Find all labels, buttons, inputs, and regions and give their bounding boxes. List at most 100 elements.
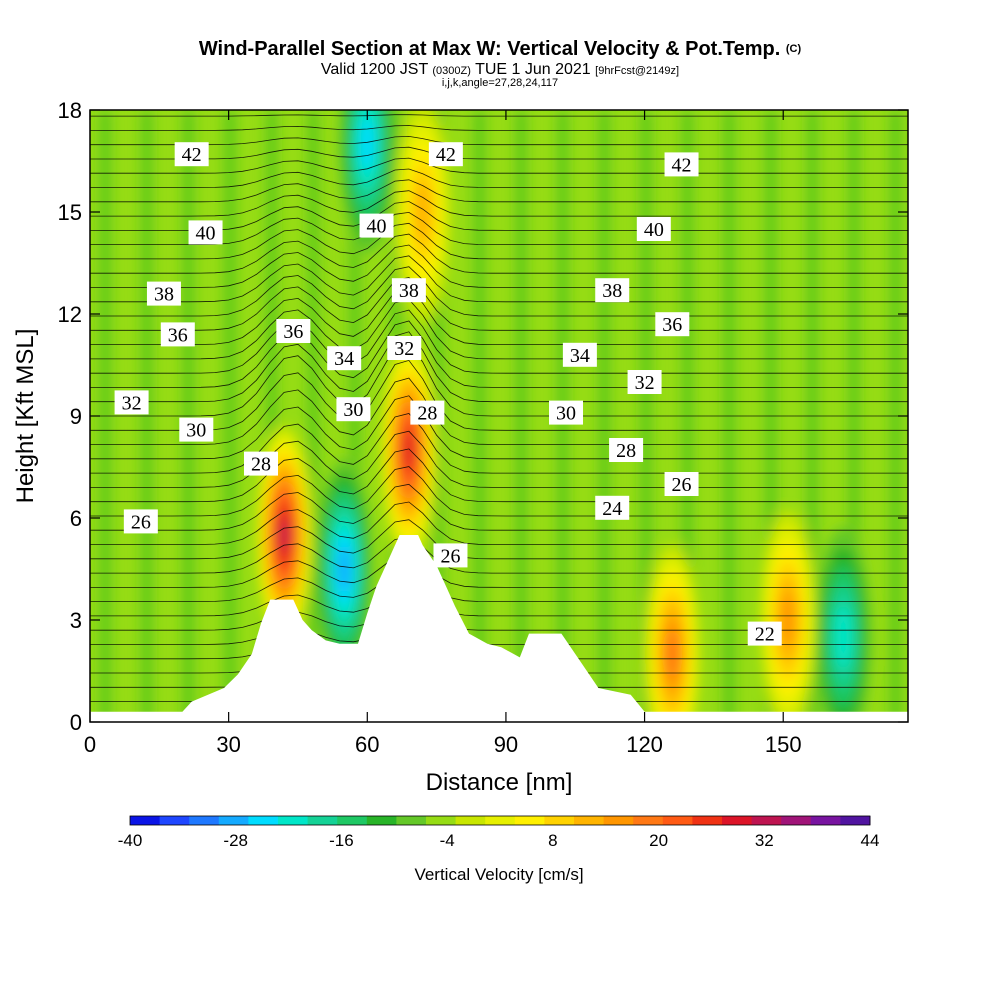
isentrope-label: 40 [188,220,223,245]
isentrope-label-box [664,152,699,177]
isentrope-line [90,146,908,160]
isentrope-label: 36 [160,322,195,347]
isentrope-line [90,222,908,260]
y-tick-label: 3 [70,608,82,633]
colorbar-swatch [751,816,782,825]
x-tick-label: 60 [355,732,379,757]
isentrope-label-box [174,142,209,167]
isentrope-label: 36 [276,319,311,343]
isentrope-label-text: 36 [283,321,303,343]
isentrope-label: 26 [123,509,158,534]
field-feature [666,630,679,678]
isentrope-label: 38 [146,281,181,306]
colorbar-swatch [692,816,723,825]
isentrope-label: 26 [433,543,468,568]
isentrope-line [90,190,908,217]
isentrope-label-text: 40 [367,216,387,238]
isentrope-line [90,168,908,188]
isentrope-line [90,244,908,288]
isentrope-label-text: 30 [556,403,576,425]
isentrope-label: 42 [174,142,209,167]
y-tick-label: 18 [58,98,82,123]
isentrope-line [90,255,908,303]
isentrope-label-text: 22 [755,624,775,646]
isentrope-line [90,572,908,602]
isentrope-label-text: 42 [182,144,202,166]
isentrope-label-text: 36 [168,324,188,346]
chart-subtitle: Valid 1200 JST (0300Z) TUE 1 Jun 2021 [9… [0,61,1000,80]
colorbar-swatch [278,816,309,825]
y-tick-label: 0 [70,710,82,735]
colorbar-swatch [840,816,871,825]
colorbar: -40 -28 -16 -4 8 20 32 44 [118,815,880,850]
isentrope-label-box [747,621,782,646]
colorbar-swatch [159,816,190,825]
isentrope-label-box [595,278,630,303]
isentrope-label-text: 34 [570,345,590,367]
colorbar-swatch [130,816,161,825]
y-tick-label: 9 [70,404,82,429]
isentrope-label-box [276,319,311,343]
isentrope-label: 28 [609,438,644,462]
terrain [90,535,908,722]
isentrope-label-text: 40 [644,219,664,241]
isentrope-label: 30 [549,400,584,425]
valid-fcst: [9hrFcst@2149z] [595,65,680,77]
isentrope-label-box [664,472,699,496]
isentrope-label: 34 [327,346,362,371]
colorbar-tick-label: -16 [329,831,354,850]
isentrope-label: 36 [655,312,690,337]
isentrope-label: 28 [410,400,445,425]
valid-date: TUE 1 Jun 2021 [475,61,591,78]
y-tick-label: 6 [70,506,82,531]
isentrope-label-box [410,400,445,425]
isentrope-label-text: 40 [196,222,216,244]
colorbar-tick-label: 20 [649,831,668,850]
isentrope-line [90,298,908,360]
isentrope-label-text: 42 [436,144,456,166]
isentrope-label: 42 [428,142,463,167]
isentrope-label-box [160,322,195,347]
isentrope-label-box [562,342,597,367]
colorbar-tick-label: 8 [548,831,557,850]
isentrope-label-text: 38 [154,284,174,306]
isentrope-label-box [114,390,149,415]
isentrope-label-box [549,400,584,425]
isentrope-line [90,377,908,445]
field-feature [414,180,431,244]
isentrope-line [90,331,908,403]
y-tick-label: 15 [58,200,82,225]
isentrope-label-text: 26 [672,474,692,496]
colorbar-swatch [366,816,397,825]
field-feature [835,605,852,669]
isentrope-line [90,342,908,417]
isentrope-label-text: 32 [635,372,655,394]
colorbar-tick-label: 32 [755,831,774,850]
isentrope-label-box [428,142,463,167]
colorbar-frame [129,815,871,826]
chart-indices: i,j,k,angle=27,28,24,117 [441,77,559,89]
isentrope-label: 42 [664,152,699,177]
isentrope-label-text: 24 [602,498,622,520]
isentrope-label-text: 30 [186,420,206,442]
x-tick-label: 90 [494,732,518,757]
colorbar-tick-label: 44 [861,831,880,850]
colorbar-swatch [337,816,368,825]
isentrope-label-box [387,336,422,360]
isentrope-label: 30 [179,417,214,442]
valid-prefix: Valid 1200 JST [320,61,428,78]
y-axis-title: Height [Kft MSL] [12,329,39,504]
terrain-shape [90,535,908,722]
isentrope-label-text: 28 [616,440,636,462]
colorbar-swatch [426,816,457,825]
isentrope-label: 32 [114,390,149,415]
isentrope-line [90,554,908,588]
isentrope-label-box [609,438,644,462]
isentrope-label-text: 36 [662,314,682,336]
isentrope-label-text: 38 [602,280,622,302]
x-tick-label: 150 [765,732,802,757]
colorbar-swatch [514,816,545,825]
colorbar-swatch [396,816,427,825]
isentrope-label: 22 [747,621,782,646]
